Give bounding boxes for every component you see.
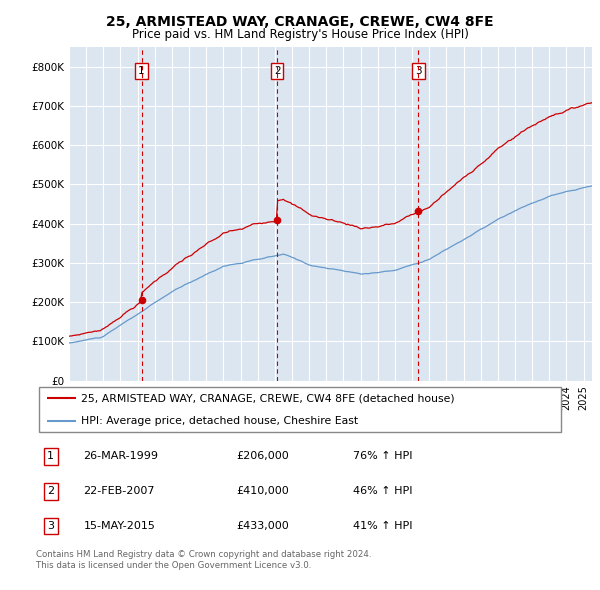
Text: HPI: Average price, detached house, Cheshire East: HPI: Average price, detached house, Ches…	[81, 415, 358, 425]
Text: 22-FEB-2007: 22-FEB-2007	[83, 486, 155, 496]
Text: £206,000: £206,000	[236, 451, 289, 461]
Text: Price paid vs. HM Land Registry's House Price Index (HPI): Price paid vs. HM Land Registry's House …	[131, 28, 469, 41]
Text: 25, ARMISTEAD WAY, CRANAGE, CREWE, CW4 8FE: 25, ARMISTEAD WAY, CRANAGE, CREWE, CW4 8…	[106, 15, 494, 30]
Text: 2: 2	[274, 65, 281, 76]
Text: 46% ↑ HPI: 46% ↑ HPI	[353, 486, 412, 496]
Text: This data is licensed under the Open Government Licence v3.0.: This data is licensed under the Open Gov…	[36, 560, 311, 569]
Text: 3: 3	[47, 521, 54, 531]
Text: 1: 1	[138, 65, 145, 76]
Text: 2: 2	[47, 486, 55, 496]
Text: £433,000: £433,000	[236, 521, 289, 531]
Text: 1: 1	[47, 451, 54, 461]
Text: 41% ↑ HPI: 41% ↑ HPI	[353, 521, 412, 531]
Text: 3: 3	[415, 65, 422, 76]
FancyBboxPatch shape	[38, 387, 561, 432]
Text: 26-MAR-1999: 26-MAR-1999	[83, 451, 158, 461]
Text: 15-MAY-2015: 15-MAY-2015	[83, 521, 155, 531]
Text: Contains HM Land Registry data © Crown copyright and database right 2024.: Contains HM Land Registry data © Crown c…	[36, 550, 371, 559]
Text: 76% ↑ HPI: 76% ↑ HPI	[353, 451, 412, 461]
Text: 25, ARMISTEAD WAY, CRANAGE, CREWE, CW4 8FE (detached house): 25, ARMISTEAD WAY, CRANAGE, CREWE, CW4 8…	[81, 394, 455, 404]
Text: £410,000: £410,000	[236, 486, 289, 496]
